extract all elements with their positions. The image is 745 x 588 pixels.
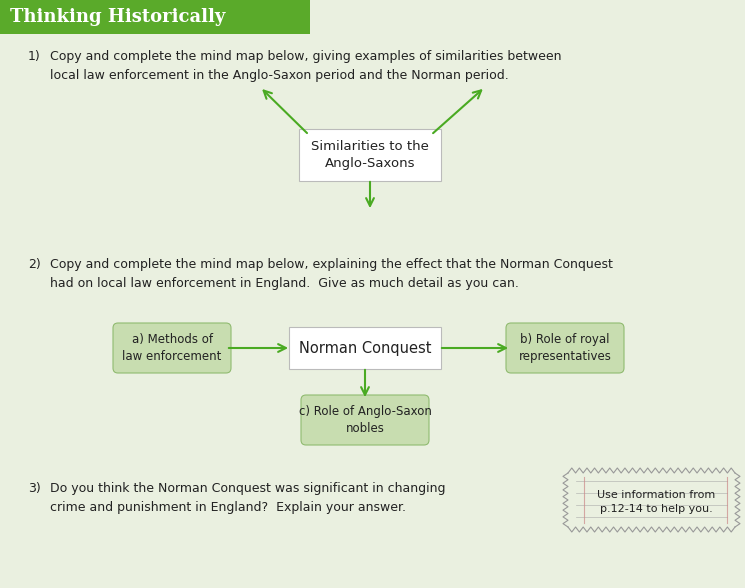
Text: b) Role of royal
representatives: b) Role of royal representatives <box>519 333 612 363</box>
Text: Use information from: Use information from <box>597 490 716 500</box>
Text: Copy and complete the mind map below, giving examples of similarities between
lo: Copy and complete the mind map below, gi… <box>50 50 562 82</box>
Text: Thinking Historically: Thinking Historically <box>10 8 226 26</box>
Text: Norman Conquest: Norman Conquest <box>299 340 431 356</box>
FancyBboxPatch shape <box>289 327 441 369</box>
Text: Copy and complete the mind map below, explaining the effect that the Norman Conq: Copy and complete the mind map below, ex… <box>50 258 613 289</box>
FancyBboxPatch shape <box>113 323 231 373</box>
Text: p.12-14 to help you.: p.12-14 to help you. <box>600 504 713 514</box>
Text: Similarities to the
Anglo-Saxons: Similarities to the Anglo-Saxons <box>311 140 429 171</box>
FancyBboxPatch shape <box>299 129 441 181</box>
FancyBboxPatch shape <box>0 0 310 34</box>
Text: Do you think the Norman Conquest was significant in changing
crime and punishmen: Do you think the Norman Conquest was sig… <box>50 482 446 513</box>
Text: 1): 1) <box>28 50 41 63</box>
FancyBboxPatch shape <box>301 395 429 445</box>
Text: 2): 2) <box>28 258 41 271</box>
FancyBboxPatch shape <box>506 323 624 373</box>
Text: a) Methods of
law enforcement: a) Methods of law enforcement <box>122 333 222 363</box>
Text: 3): 3) <box>28 482 41 495</box>
Text: c) Role of Anglo-Saxon
nobles: c) Role of Anglo-Saxon nobles <box>299 405 431 435</box>
